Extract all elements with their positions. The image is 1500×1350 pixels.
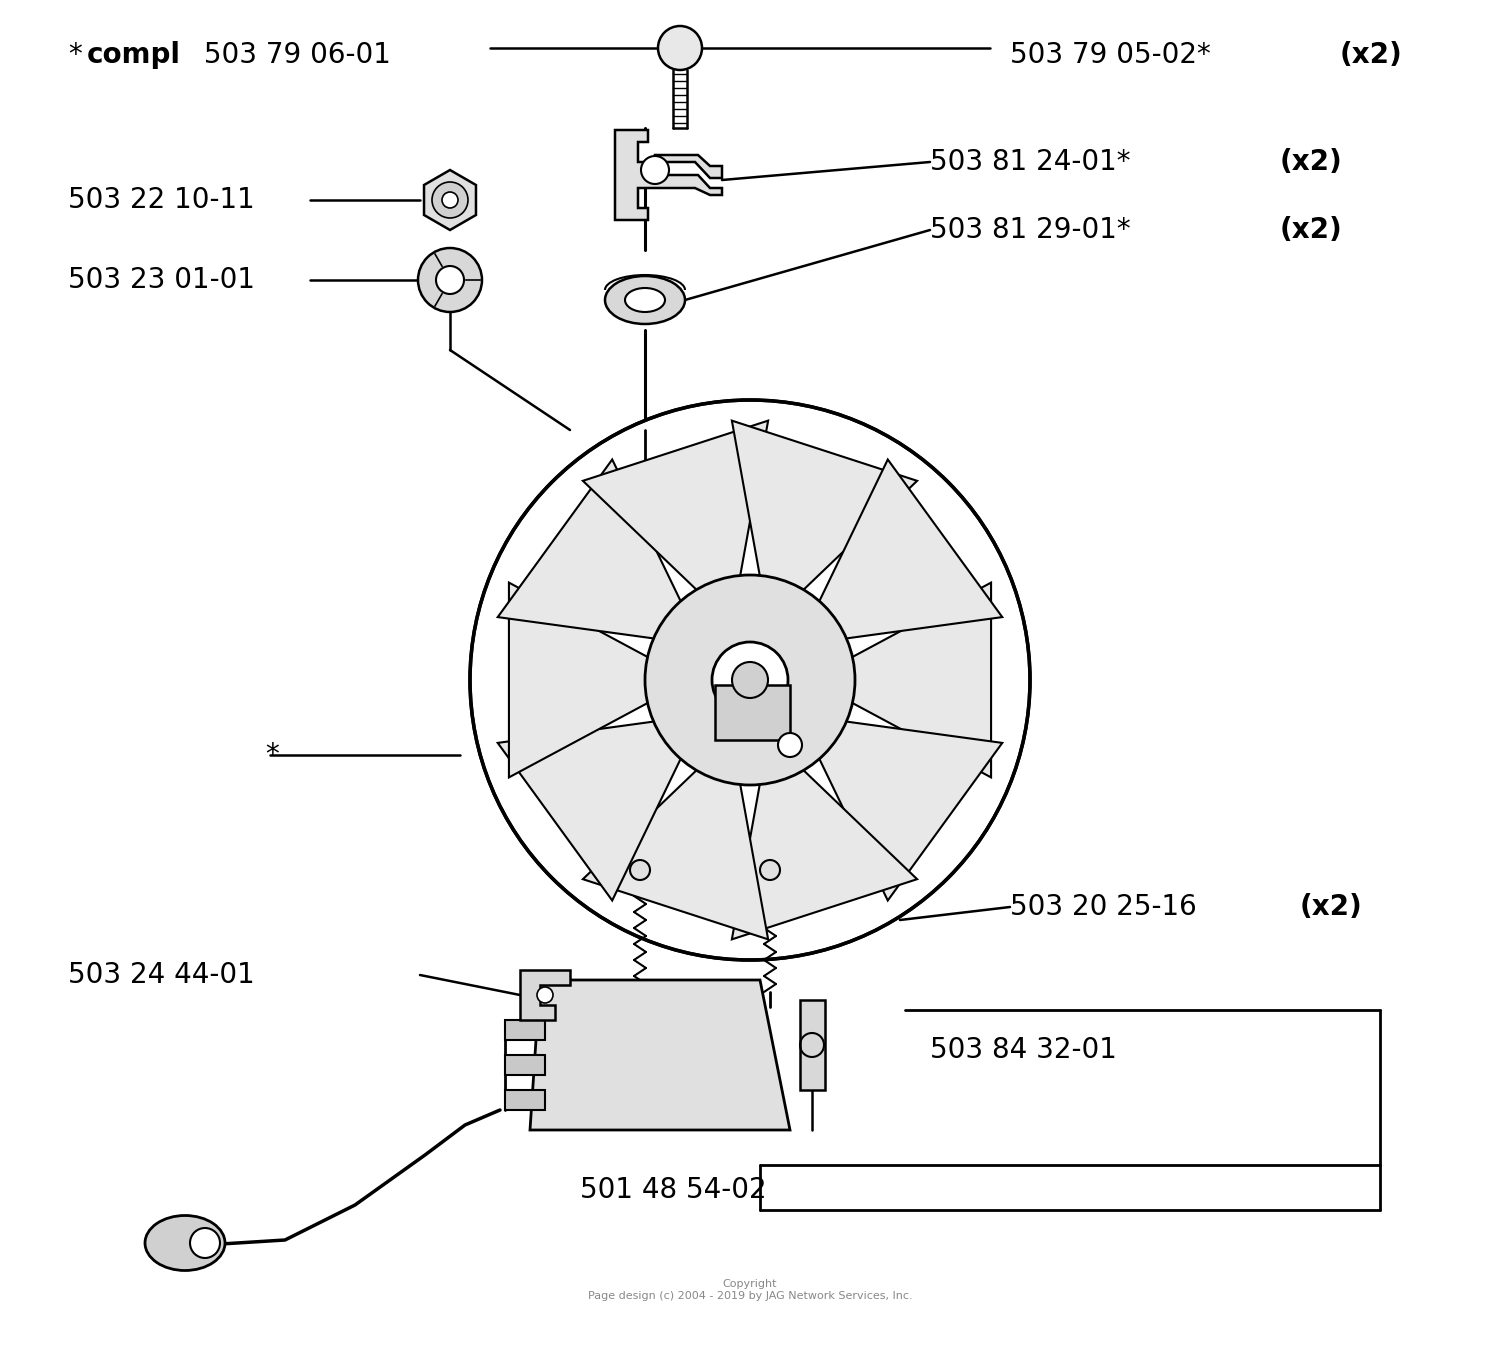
Polygon shape [732,421,916,601]
Polygon shape [800,1000,825,1089]
Circle shape [470,400,1030,960]
Text: 501 48 54-02: 501 48 54-02 [580,1176,766,1204]
Bar [506,1054,544,1075]
Text: 503 84 32-01: 503 84 32-01 [930,1035,1118,1064]
Polygon shape [813,459,1002,640]
Polygon shape [498,459,687,640]
Text: Copyright
Page design (c) 2004 - 2019 by JAG Network Services, Inc.: Copyright Page design (c) 2004 - 2019 by… [588,1280,912,1301]
Text: 503 81 24-01*: 503 81 24-01* [930,148,1140,176]
Polygon shape [839,583,992,778]
Circle shape [712,643,788,718]
Circle shape [732,662,768,698]
Text: 503 24 44-01: 503 24 44-01 [68,961,255,990]
Polygon shape [520,971,570,1021]
Text: (x2): (x2) [1280,216,1342,244]
Circle shape [640,157,669,184]
Circle shape [760,860,780,880]
Polygon shape [424,170,476,230]
Text: *: * [68,40,81,69]
Text: (x2): (x2) [1280,148,1342,176]
Text: 503 22 10-11: 503 22 10-11 [68,186,255,215]
Polygon shape [498,720,687,900]
Polygon shape [732,760,916,940]
Polygon shape [584,421,768,601]
Text: compl: compl [87,40,182,69]
Circle shape [630,860,650,880]
Text: (x2): (x2) [1340,40,1402,69]
Circle shape [658,26,702,70]
Ellipse shape [146,1215,225,1270]
Text: *: * [266,741,279,770]
Text: 503 20 25-16: 503 20 25-16 [1010,892,1206,921]
Polygon shape [813,720,1002,900]
Ellipse shape [190,1228,220,1258]
Bar [506,1089,544,1110]
Circle shape [645,575,855,784]
Circle shape [419,248,482,312]
Circle shape [778,733,802,757]
Text: (x2): (x2) [1300,892,1362,921]
Circle shape [432,182,468,217]
Circle shape [436,266,463,294]
Ellipse shape [604,275,686,324]
Ellipse shape [626,288,664,312]
Polygon shape [509,583,662,778]
Circle shape [537,987,554,1003]
Circle shape [442,192,458,208]
Polygon shape [716,684,791,740]
Text: 503 79 06-01: 503 79 06-01 [195,40,392,69]
Text: 503 79 05-02*: 503 79 05-02* [1010,40,1220,69]
Polygon shape [584,760,768,940]
Bar [506,1021,544,1040]
Text: 503 23 01-01: 503 23 01-01 [68,266,255,294]
Text: Jag Parts Dealer: Jag Parts Dealer [668,690,832,710]
Polygon shape [530,980,790,1130]
Text: 503 81 29-01*: 503 81 29-01* [930,216,1140,244]
Polygon shape [615,130,722,220]
